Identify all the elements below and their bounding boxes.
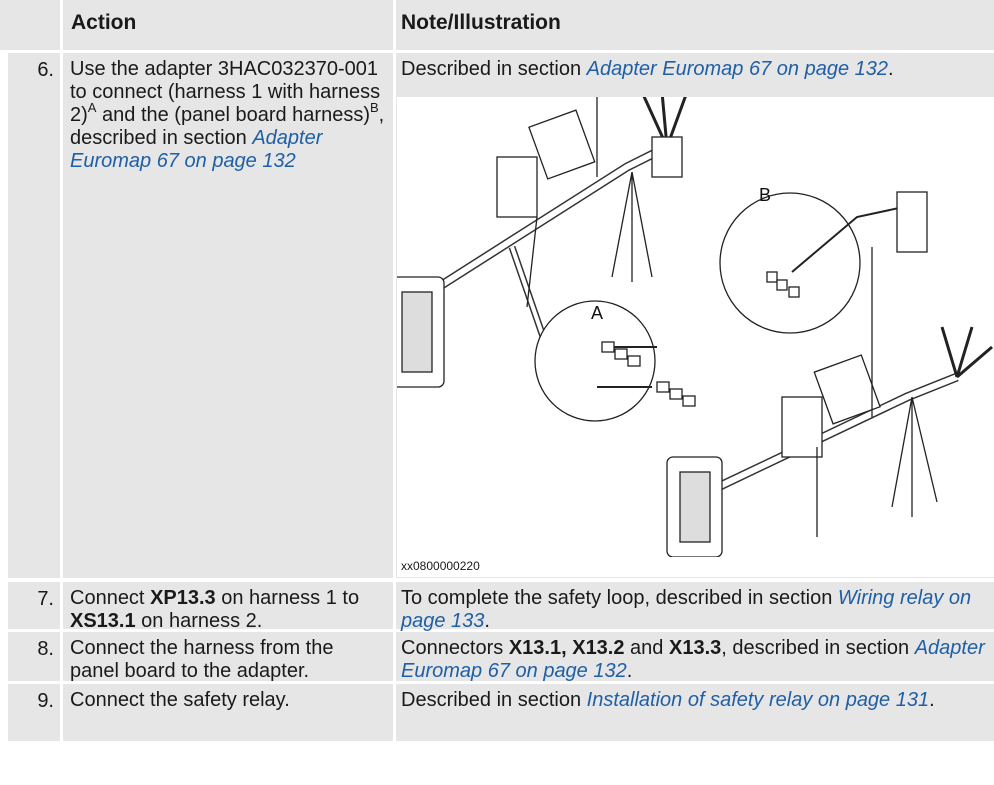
step-number: 8. [8,632,60,681]
illustration: A B xx0800000220 [397,97,994,577]
action-cell: Connect the harness from the panel board… [63,632,393,682]
text-run: . [929,689,935,711]
text-run: Connect the safety relay. [70,689,290,711]
action-cell: Use the adapter 3HAC032370-001 to connec… [63,53,393,578]
header-action: Action [63,0,393,50]
text-run: XS13.1 [70,610,136,632]
text-run: B [369,100,379,115]
text-run: . [484,610,490,632]
cross-reference-link[interactable]: Adapter Euromap 67 on page 132 [70,127,323,172]
step-number: 6. [8,53,60,578]
text-run: . [626,660,633,682]
text-run: A [87,100,97,115]
text-run: . [888,58,894,80]
cross-reference-link[interactable]: Adapter Euromap 67 on page 132 [401,637,985,682]
text-run: , described in section [721,637,915,659]
harness-2 [666,247,993,557]
text-run: Described in section [401,58,587,80]
action-cell: Connect XP13.3 on harness 1 to XS13.1 on… [63,582,393,632]
figure-label: A [591,303,603,323]
text-run: Connectors [401,637,509,659]
figure-label: B [759,185,771,205]
note-cell: Described in section Installation of saf… [396,684,994,741]
header-note: Note/Illustration [396,0,994,50]
text-run: and the (panel board harness) [96,104,370,126]
detail-circles [534,191,928,422]
header-cell [0,0,60,50]
note-cell: To complete the safety loop, described i… [396,582,994,632]
text-run: X13.3 [668,637,722,659]
text-run: on harness 1 to [215,587,360,609]
text-run: XP13.3 [150,587,216,609]
text-run: and [624,637,669,659]
text-run: on harness 2. [135,610,263,632]
step-number: 7. [8,582,60,629]
harness-1 [397,97,687,401]
figure-caption: xx0800000220 [401,559,480,573]
text-run: Connect the harness from the panel board… [70,637,334,682]
text-run: , described in section [70,104,385,149]
cross-reference-link[interactable]: Wiring relay on page 133 [401,587,972,632]
note-cell: Connectors X13.1, X13.2 and X13.3, descr… [396,632,994,682]
wiring-drawing: A B [397,97,993,557]
text-run: Connect [70,587,151,609]
text-run: Use the adapter 3HAC032370-001 to connec… [70,58,381,126]
text-run: To complete the safety loop, described i… [401,587,838,609]
cross-reference-link[interactable]: Installation of safety relay on page 131 [586,689,930,711]
text-run: X13.1, X13.2 [508,637,625,659]
step-number: 9. [8,684,60,741]
text-run: Described in section [401,689,587,711]
cross-reference-link[interactable]: Adapter Euromap 67 on page 132 [586,58,888,80]
action-cell: Connect the safety relay. [63,684,393,741]
